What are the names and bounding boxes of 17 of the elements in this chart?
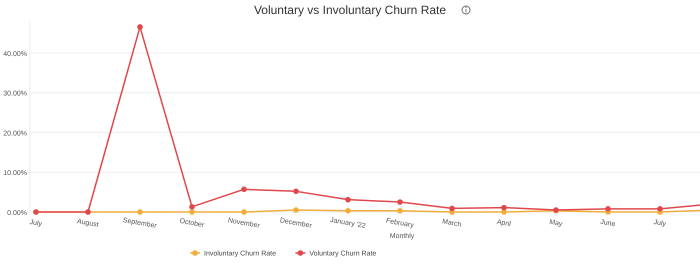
- point: [449, 206, 455, 212]
- point: [293, 188, 299, 194]
- point: [189, 209, 195, 215]
- point: [137, 209, 143, 215]
- chart-title: Voluntary vs Involuntary Churn Rate: [254, 3, 446, 17]
- point: [657, 206, 663, 212]
- point: [189, 204, 195, 210]
- point: [397, 208, 403, 214]
- point: [397, 199, 403, 205]
- point: [293, 207, 299, 213]
- point: [137, 24, 143, 30]
- point: [241, 186, 247, 192]
- point: [241, 209, 247, 215]
- point: [605, 206, 611, 212]
- point: [501, 204, 507, 210]
- point: [345, 208, 351, 214]
- point: [345, 196, 351, 202]
